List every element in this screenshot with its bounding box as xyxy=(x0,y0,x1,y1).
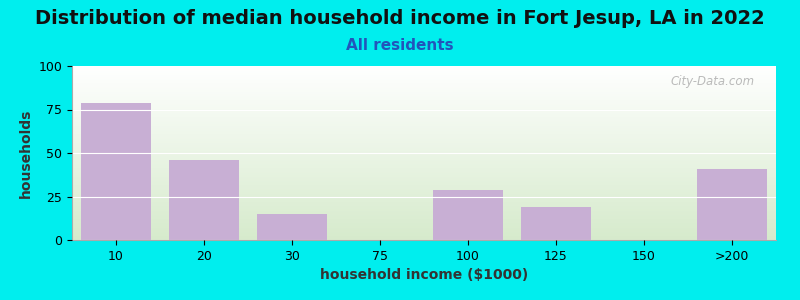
Text: Distribution of median household income in Fort Jesup, LA in 2022: Distribution of median household income … xyxy=(35,9,765,28)
Bar xyxy=(257,214,327,240)
Bar xyxy=(433,190,503,240)
Text: All residents: All residents xyxy=(346,38,454,52)
Y-axis label: households: households xyxy=(19,108,33,198)
Bar xyxy=(169,160,239,240)
Bar xyxy=(697,169,767,240)
Bar xyxy=(81,103,151,240)
Bar xyxy=(521,207,591,240)
Text: City-Data.com: City-Data.com xyxy=(670,75,755,88)
X-axis label: household income ($1000): household income ($1000) xyxy=(320,268,528,282)
